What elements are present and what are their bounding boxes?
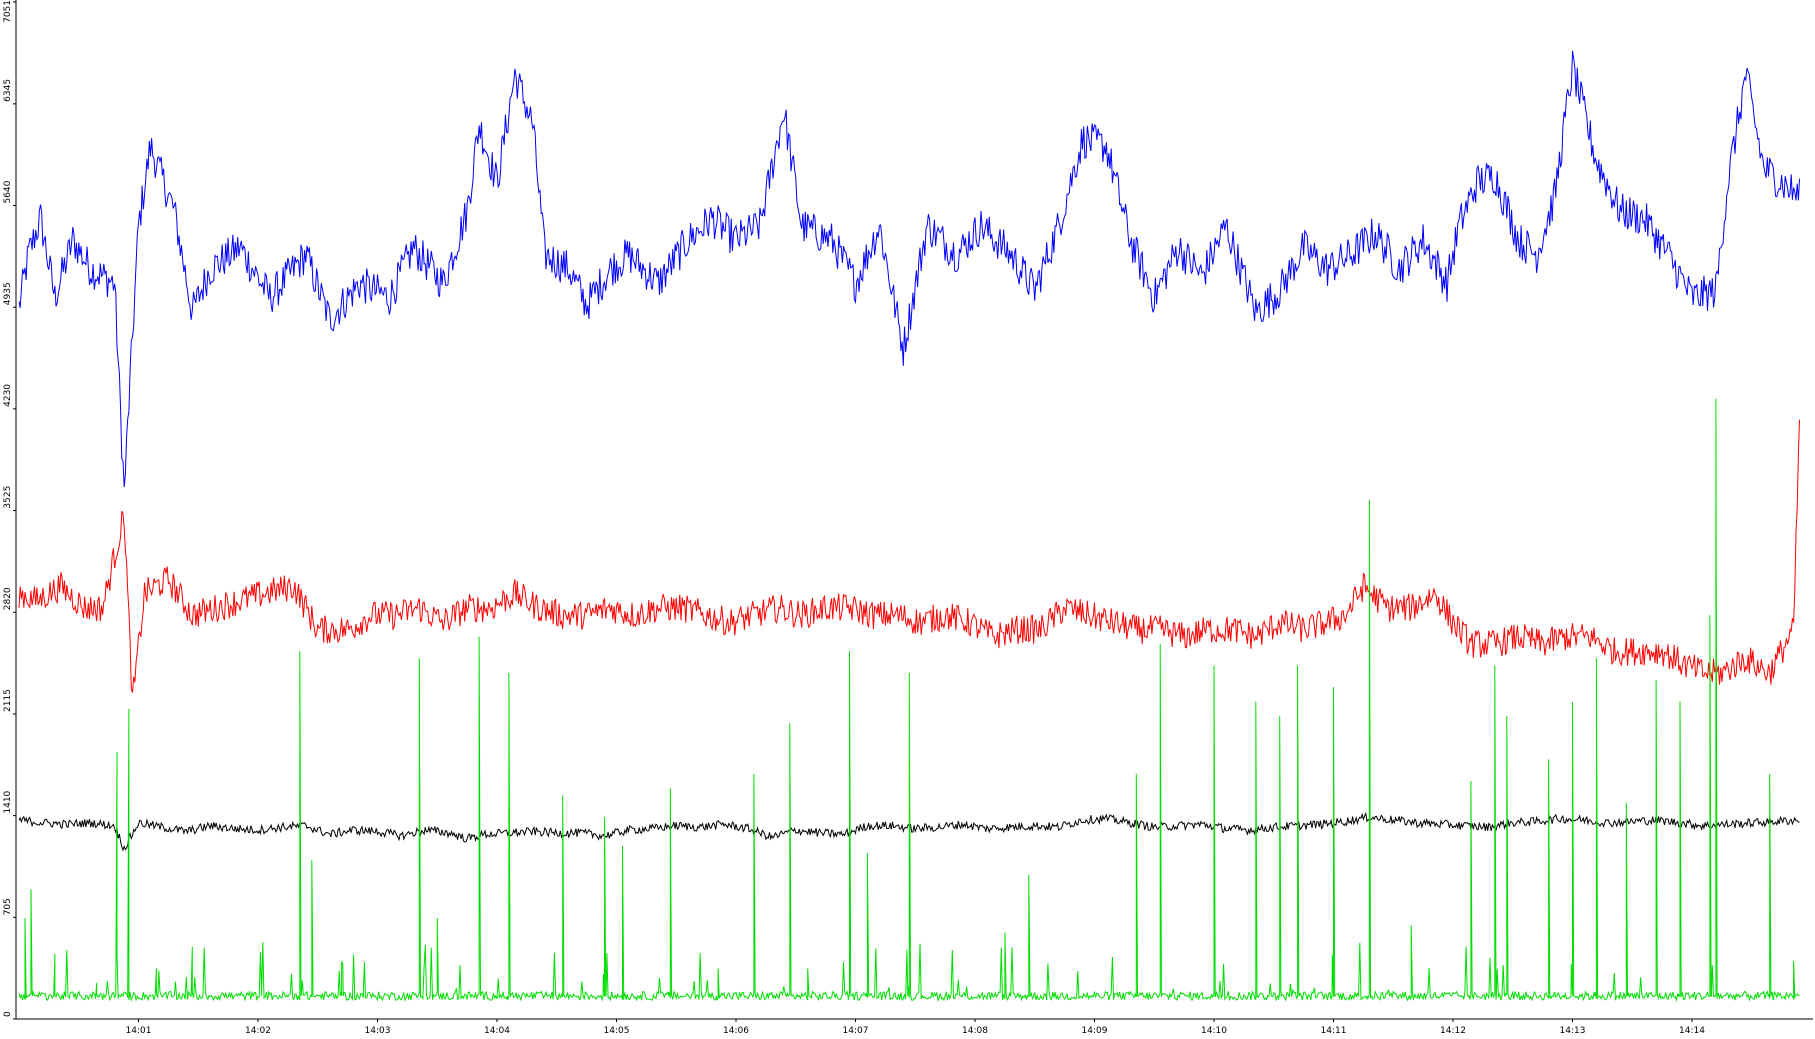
y-tick-label: 2820 (3, 587, 13, 610)
x-tick-label: 14:05 (604, 1026, 630, 1036)
series-group (18, 50, 1800, 1002)
x-tick-label: 14:12 (1440, 1026, 1466, 1036)
x-tick-label: 14:07 (843, 1026, 869, 1036)
x-tick-label: 14:14 (1679, 1026, 1705, 1036)
x-tick-label: 14:06 (723, 1026, 749, 1036)
y-tick-label: 3525 (3, 486, 13, 509)
x-tick-label: 14:08 (962, 1026, 988, 1036)
x-tick-label: 14:02 (245, 1026, 271, 1036)
y-tick-label: 4230 (3, 384, 13, 407)
y-tick-label: 0 (3, 1011, 13, 1017)
series-path-1 (18, 419, 1800, 693)
x-tick-label: 14:13 (1560, 1026, 1586, 1036)
y-tick-label: 7051 (3, 0, 13, 23)
y-tick-label: 1410 (3, 790, 13, 813)
x-tick-label: 14:03 (365, 1026, 391, 1036)
y-tick-label: 6345 (3, 79, 13, 102)
series-path-3 (18, 398, 1800, 1002)
y-axis-ticks: 0 705 1410 2115 2820 3525 4230 4935 5640 6345 7051 (3, 0, 16, 1020)
y-tick-label: 4935 (3, 282, 13, 305)
x-tick-label: 14:10 (1201, 1026, 1227, 1036)
series-path-0 (18, 50, 1800, 488)
x-tick-label: 14:11 (1321, 1026, 1347, 1036)
series-line (18, 419, 1800, 693)
series-line (18, 398, 1800, 1002)
x-tick-label: 14:01 (126, 1026, 152, 1036)
y-tick-label: 5640 (3, 180, 13, 203)
x-tick-label: 14:04 (484, 1026, 510, 1036)
series-line (18, 50, 1800, 488)
y-tick-label: 705 (3, 898, 13, 915)
x-tick-label: 14:09 (1082, 1026, 1108, 1036)
y-tick-label: 2115 (3, 689, 13, 712)
x-axis-ticks: 14:01 14:02 14:03 14:04 14:05 14:06 14:07 14:08… (126, 1019, 1705, 1036)
